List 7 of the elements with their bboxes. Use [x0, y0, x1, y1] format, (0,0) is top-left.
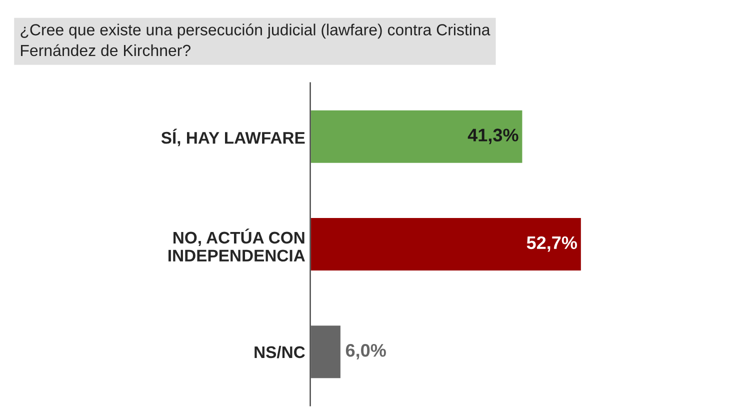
data-label: 6,0% [346, 344, 386, 360]
y-tick-label: SÍ, HAY LAWFARE [161, 128, 305, 146]
y-tick-label: NO, ACTÚA CON INDEPENDENCIA [168, 228, 305, 262]
chart-title: ¿Cree que existe una persecución judicial (lawfare) contra Cristina Fernández de Kirchner? [20, 24, 490, 56]
y-tick-label: NS/NC [254, 346, 305, 358]
data-label: 52,7% [526, 236, 577, 252]
data-label: 41,3% [468, 128, 518, 144]
